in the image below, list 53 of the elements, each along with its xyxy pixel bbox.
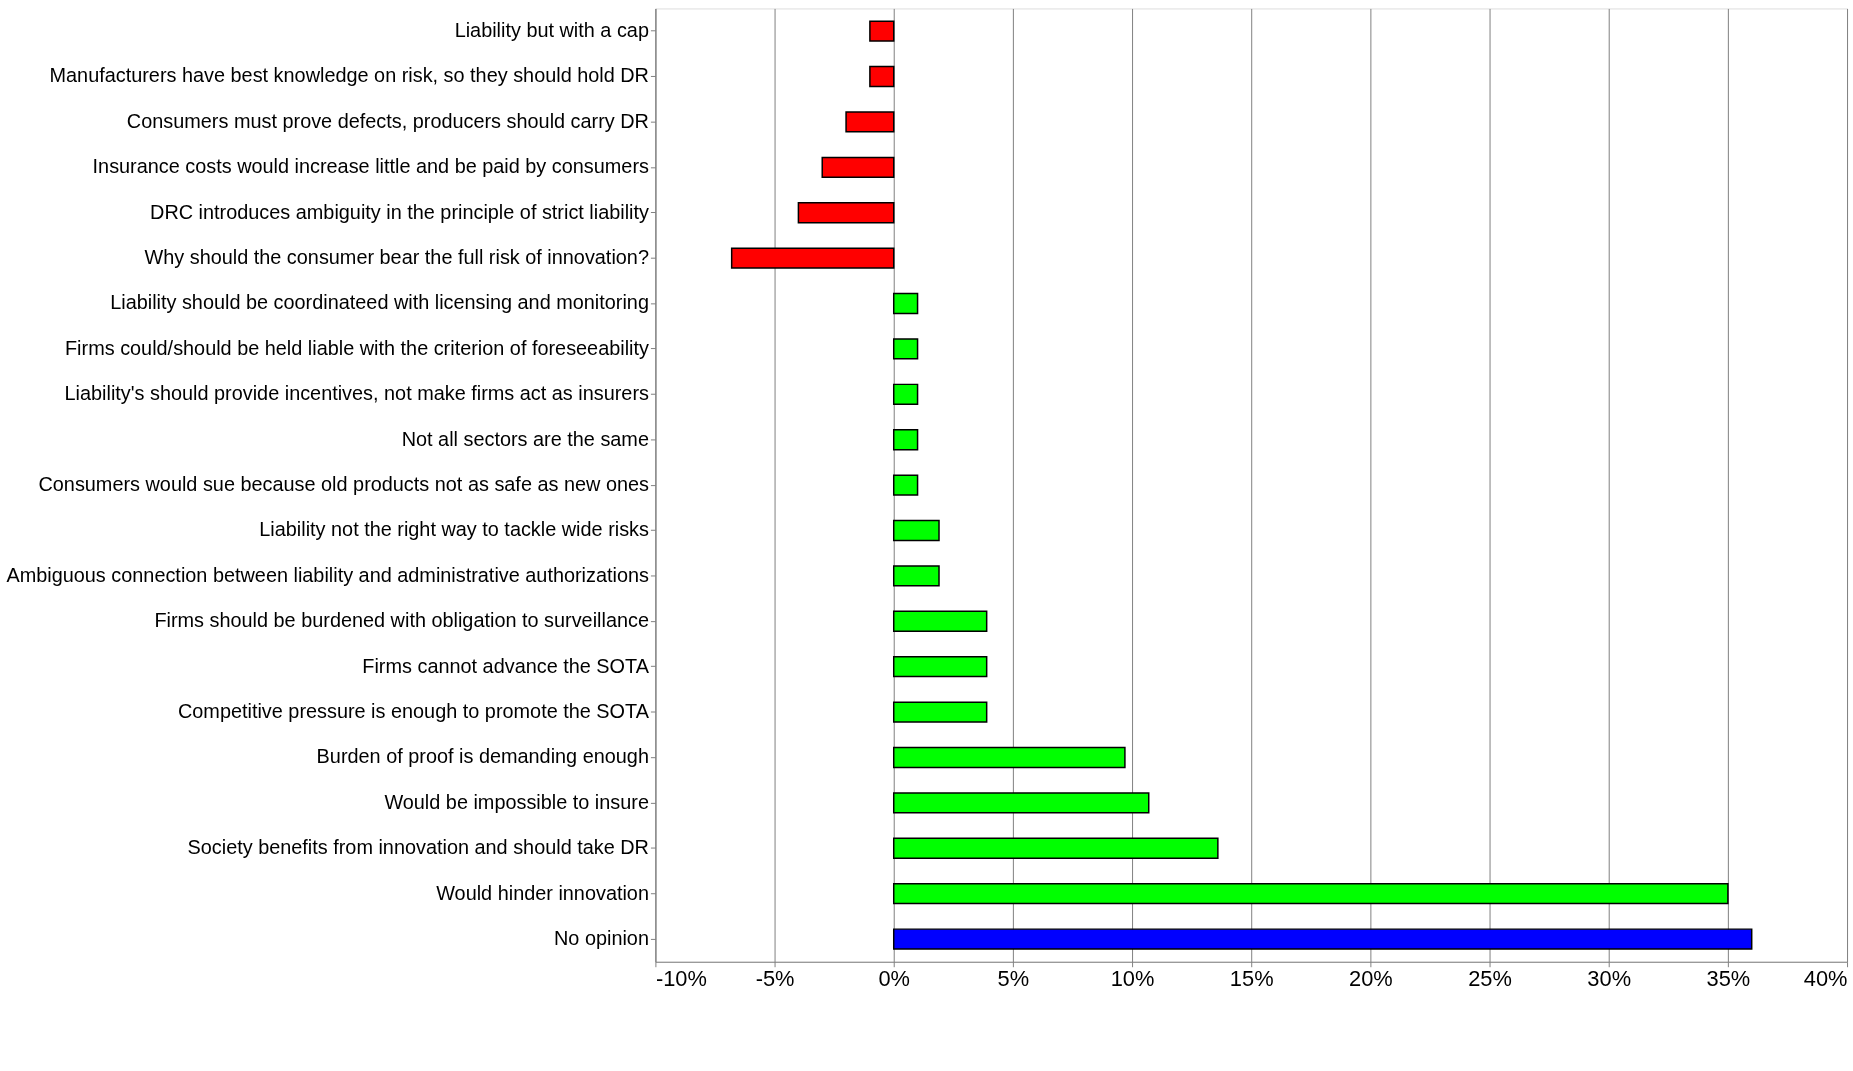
y-tick-label: Insurance costs would increase little and be paid by consumers [92,155,650,178]
y-tick-label: Firms could/should be held liable with the criterion of foreseeability [64,336,650,359]
y-tick-label: Liability should be coordinateed with licensing and monitoring [110,291,649,314]
x-tick-label: 15% [1229,966,1274,992]
x-tick-label: 35% [1706,966,1751,992]
bar [869,65,895,88]
bar [797,202,895,224]
y-tick-label: Firms should be burdened with obligation to surveillance [154,609,649,632]
y-tick-label: No opinion [553,927,649,950]
y-tick-label: Consumers would sue because old products not as safe as new ones [38,473,650,496]
x-tick-label: 40% [1803,966,1848,992]
x-tick-label: 30% [1587,966,1632,992]
bar [892,928,1753,950]
x-tick-label: 5% [997,966,1030,992]
y-tick-label: Society benefits from innovation and should take DR [187,836,649,859]
y-tick-label: Why should the consumer bear the full risk of innovation? [144,246,649,269]
x-tick-label: 10% [1110,966,1155,992]
x-tick-label: 0% [878,966,911,992]
y-tick-label: Liability's should provide incentives, not make firms act as insurers [64,382,649,405]
y-tick-label: Ambiguous connection between liability and administrative authorizations [6,563,650,586]
y-tick-label: Burden of proof is demanding enough [316,745,649,768]
bar [892,292,919,315]
bar [892,792,1150,814]
x-tick-label: -5% [755,966,795,992]
bar [892,519,940,542]
bar [869,20,895,42]
y-tick-label: Not all sectors are the same [401,427,649,450]
bar [730,247,895,269]
bar [892,656,988,678]
y-tick-label: DRC introduces ambiguity in the principle of strict liability [150,200,650,223]
x-tick-label: 25% [1468,966,1512,992]
bar [845,111,895,133]
bar [892,882,1729,905]
bar [892,701,988,723]
x-tick-label: -10% [655,966,707,992]
bar [892,429,919,451]
bar [892,610,988,632]
bar [892,565,940,587]
y-tick-label: Liability not the right way to tackle wide risks [259,518,650,541]
y-tick-label: Would be impossible to insure [384,790,649,813]
y-tick-label: Liability but with a cap [454,19,649,42]
bar [892,338,919,360]
y-tick-label: Consumers must prove defects, producers should carry DR [126,109,649,132]
y-tick-label: Manufacturers have best knowledge on risk, so they should hold DR [49,64,649,87]
y-tick-label: Competitive pressure is enough to promote the SOTA [177,700,650,723]
bar [821,156,895,179]
bar [892,837,1219,859]
bar [892,474,919,496]
y-tick-label: Firms cannot advance the SOTA [362,654,650,677]
bar [892,746,1126,769]
x-tick-label: 20% [1349,966,1393,992]
bar [892,383,919,405]
y-tick-label: Would hinder innovation [436,881,649,904]
